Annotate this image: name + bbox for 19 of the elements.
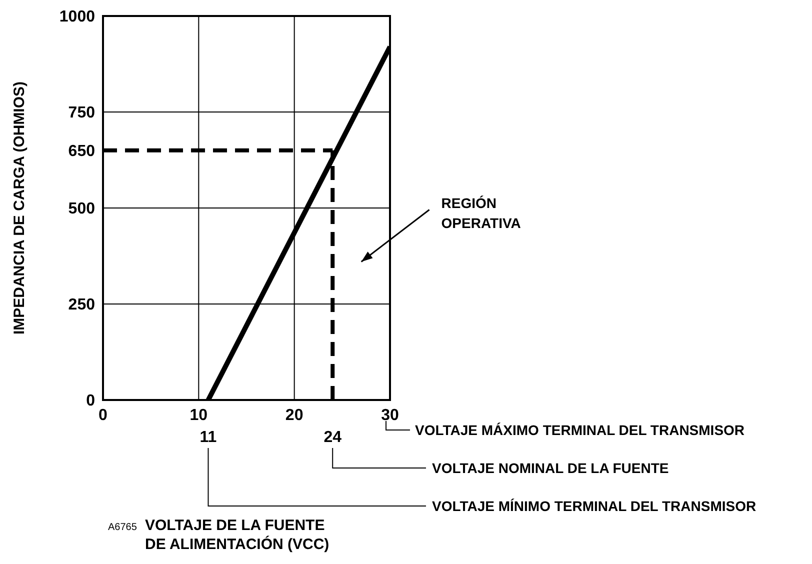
y-tick-label: 750 [68, 104, 96, 122]
text: VOLTAJE DE LA FUENTE DE ALIMENTACIÓN (VCC) [145, 517, 330, 553]
y-tick-label: 650 [68, 143, 96, 160]
text: VOLTAJE NOMINAL DE LA FUENTE [432, 460, 669, 476]
y-tick-label: 500 [68, 200, 96, 218]
text: VOLTAJE MÍNIMO TERMINAL DEL TRANSMISOR [432, 498, 756, 514]
x-tick-label: 10 [190, 407, 208, 424]
y-tick-label: 0 [86, 392, 96, 410]
x-tick-label: 20 [285, 407, 304, 424]
text: VOLTAJE MÁXIMO TERMINAL DEL TRANSMISOR [415, 422, 745, 438]
x-tick-label: 0 [98, 407, 108, 424]
text: 24 [324, 429, 342, 446]
text: REGIÓN OPERATIVA [441, 194, 521, 231]
y-tick-label: 1000 [59, 8, 96, 26]
y-axis-title: IMPEDANCIA DE CARGA (OHMIOS) [11, 81, 28, 335]
y-tick-label: 250 [68, 296, 96, 314]
text: 11 [200, 429, 217, 446]
x-tick-label: 30 [381, 407, 399, 424]
text: A6765 [108, 522, 138, 533]
